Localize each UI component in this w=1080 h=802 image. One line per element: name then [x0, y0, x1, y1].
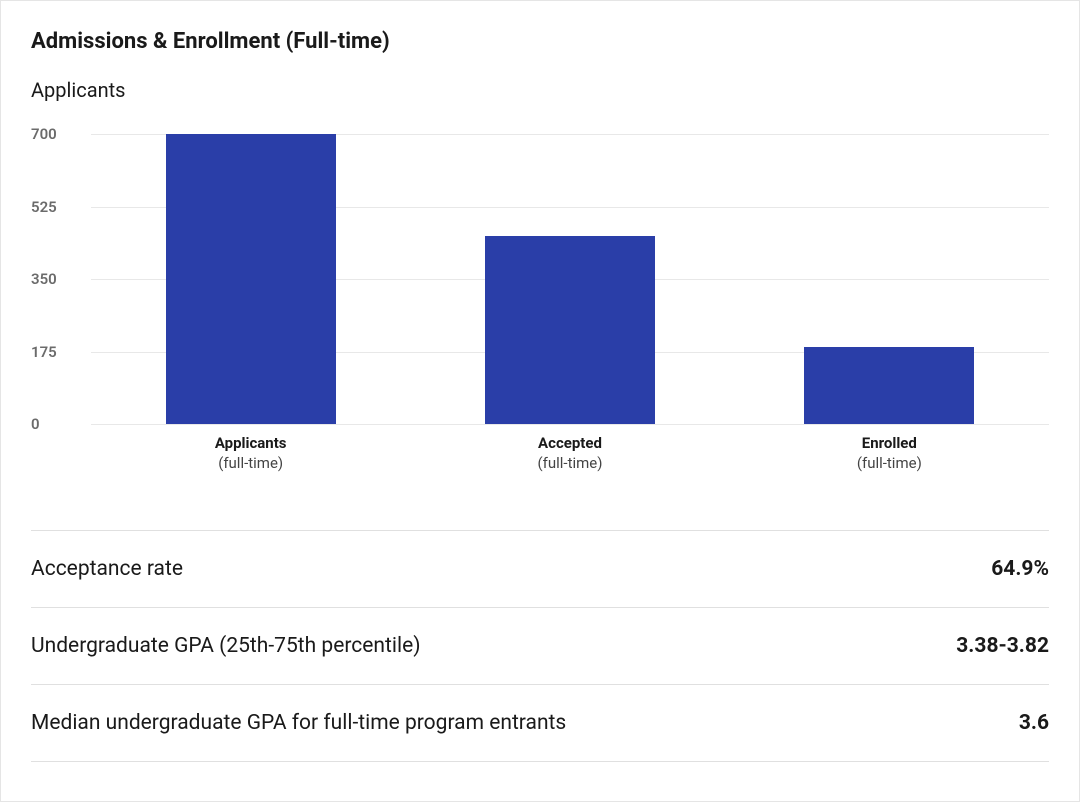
bar-slot — [410, 134, 729, 424]
chart-bars — [91, 134, 1049, 424]
section-title: Admissions & Enrollment (Full-time) — [31, 29, 1049, 54]
stat-row: Median undergraduate GPA for full-time p… — [31, 685, 1049, 762]
chart-area: 0175350525700 Applicants(full-time)Accep… — [31, 134, 1049, 474]
xaxis-label: Accepted (full-time) — [410, 434, 729, 472]
xaxis-label: Enrolled (full-time) — [730, 434, 1049, 472]
bar — [804, 347, 974, 424]
xaxis-label-main: Applicants — [91, 434, 410, 452]
stats-section: Acceptance rate 64.9% Undergraduate GPA (2… — [31, 530, 1049, 762]
gridline — [91, 424, 1049, 425]
chart-yaxis: 0175350525700 — [31, 134, 76, 424]
ytick-label: 175 — [31, 343, 57, 361]
stat-value: 3.6 — [1019, 711, 1049, 735]
bar — [485, 236, 655, 425]
ytick-label: 0 — [31, 415, 40, 433]
stat-value: 64.9% — [991, 557, 1049, 581]
bar — [166, 134, 336, 424]
stat-label: Acceptance rate — [31, 557, 183, 581]
ytick-label: 350 — [31, 270, 57, 288]
bar-slot — [730, 134, 1049, 424]
xaxis-label: Applicants (full-time) — [91, 434, 410, 472]
stat-row: Acceptance rate 64.9% — [31, 531, 1049, 608]
xaxis-label-sub: (full-time) — [410, 454, 729, 472]
bar-slot — [91, 134, 410, 424]
chart-subtitle: Applicants — [31, 78, 1049, 102]
ytick-label: 700 — [31, 125, 57, 143]
stat-row: Undergraduate GPA (25th-75th percentile)… — [31, 608, 1049, 685]
xaxis-label-sub: (full-time) — [730, 454, 1049, 472]
chart-plot — [91, 134, 1049, 424]
chart-xaxis: Applicants(full-time)Accepted(full-time)… — [91, 434, 1049, 472]
stat-label: Median undergraduate GPA for full-time p… — [31, 711, 566, 735]
ytick-label: 525 — [31, 198, 57, 216]
xaxis-label-main: Enrolled — [730, 434, 1049, 452]
xaxis-label-main: Accepted — [410, 434, 729, 452]
admissions-panel: Admissions & Enrollment (Full-time) Appl… — [0, 0, 1080, 802]
stat-value: 3.38-3.82 — [956, 634, 1049, 658]
xaxis-label-sub: (full-time) — [91, 454, 410, 472]
stat-label: Undergraduate GPA (25th-75th percentile) — [31, 634, 421, 658]
